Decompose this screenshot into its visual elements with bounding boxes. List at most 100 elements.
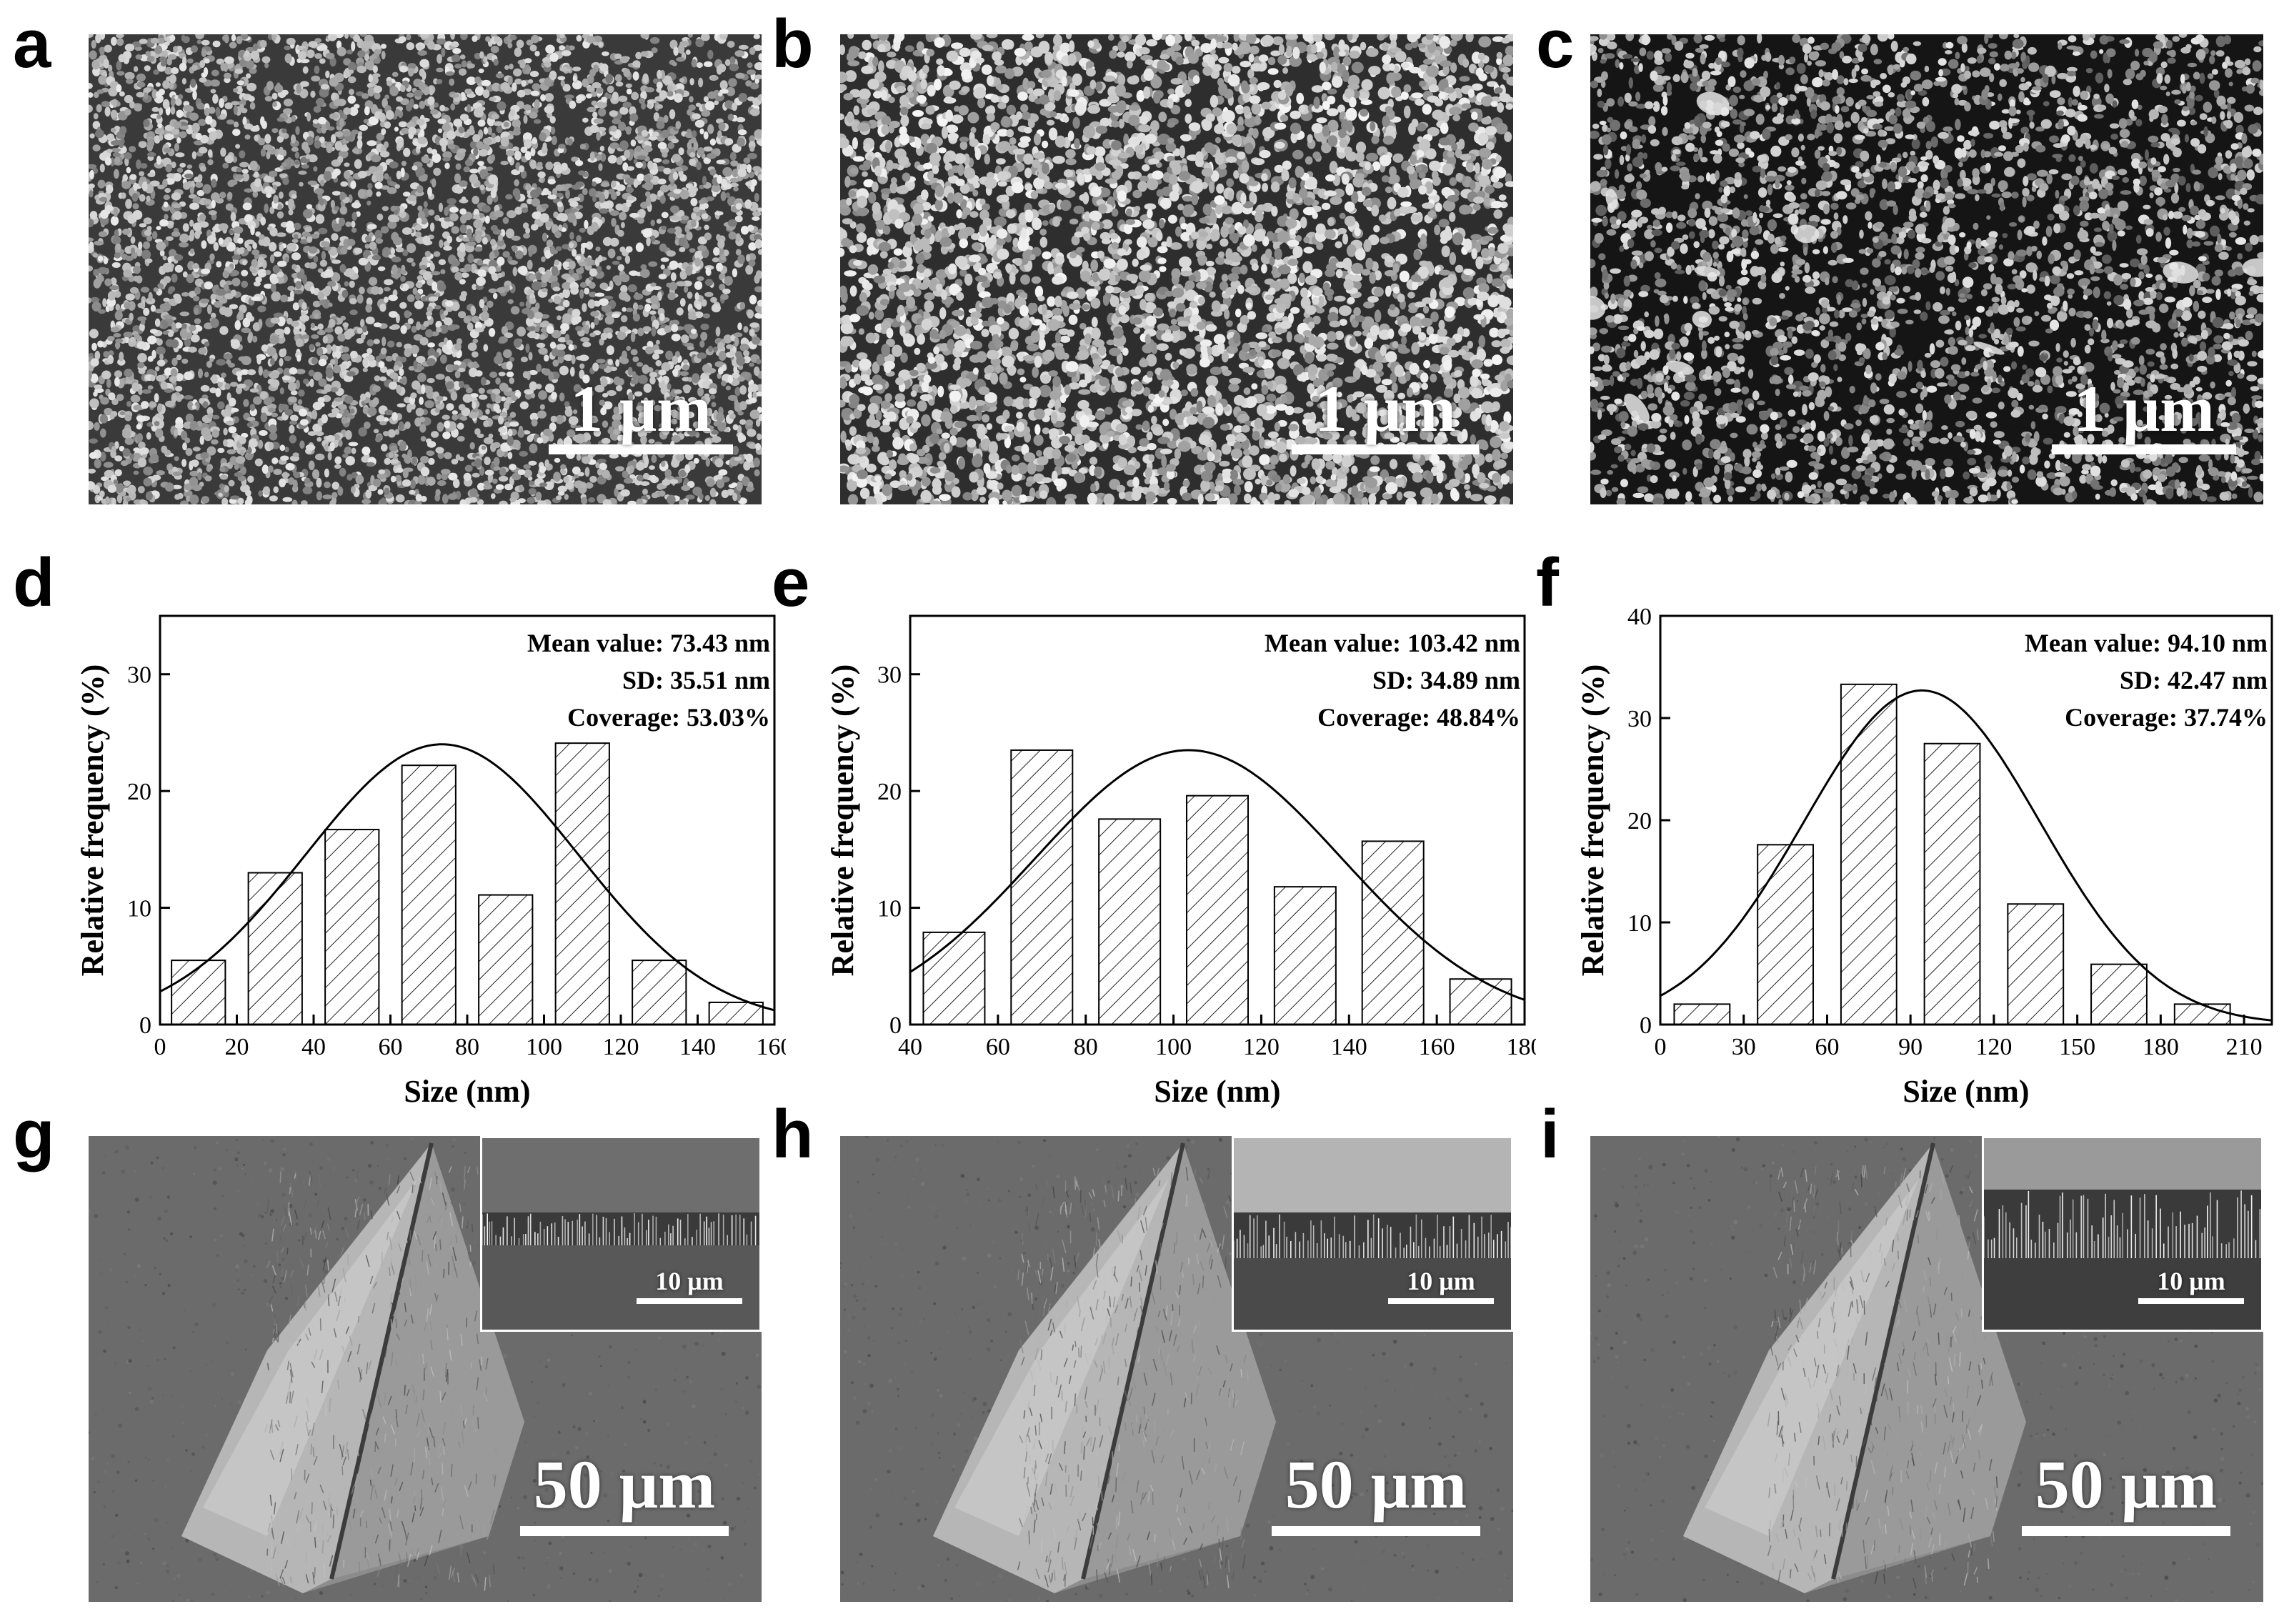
histogram-bar [1923,742,1981,1025]
histogram-bar [1010,749,1074,1025]
x-tick-label: 120 [1243,1034,1280,1060]
stats-annotation: Coverage: 37.74% [2065,703,2268,732]
histogram-bar [2173,1003,2231,1026]
inset-scale-bar-h: 10 μm [1384,1268,1498,1304]
x-axis-label: Size (nm) [404,1074,530,1109]
histogram-bar [1673,1003,1731,1026]
sem-image-h: 10 μm 50 μm [840,1136,1513,1602]
histogram-bar [708,1001,764,1025]
panel-label-b: b [772,6,814,82]
x-axis-label: Size (nm) [1154,1074,1280,1109]
scale-label-i: 50 μm [2035,1446,2218,1523]
stats-annotation: Mean value: 73.43 nm [527,629,770,657]
panel-label-f: f [1536,544,1559,621]
gaussian-fit-line [1660,689,2273,1022]
sem-image-b: 1 μm [840,34,1513,504]
x-tick-label: 140 [1331,1034,1367,1060]
x-tick-label: 210 [2226,1034,2263,1060]
inset-image-h: 10 μm [1232,1136,1513,1332]
y-tick-label: 20 [877,779,902,805]
x-tick-label: 150 [2059,1034,2095,1060]
scale-bar-i: 50 μm [2012,1450,2240,1536]
stats-annotation: Mean value: 103.42 nm [1265,629,1520,657]
x-tick-label: 60 [379,1034,403,1060]
panel-label-a: a [13,6,51,82]
y-tick-label: 30 [127,662,151,689]
x-tick-label: 90 [1898,1034,1923,1060]
sem-image-i: 10 μm 50 μm [1590,1136,2263,1602]
x-tick-label: 160 [757,1034,787,1060]
histogram-bar [1840,683,1897,1025]
histogram-bar [2007,903,2065,1026]
histogram-bar [554,742,610,1025]
x-tick-label: 120 [603,1034,639,1060]
gaussian-fit-line [909,749,1525,1001]
histogram-e: 40 60 80 100 120 140 160 180 0 10 20 30 Size (nm) Rel… [825,614,1537,1109]
y-tick-label: 10 [127,896,151,922]
inset-scale-label-i: 10 μm [2157,1267,2225,1295]
scale-bar-c: 1 μm [2048,376,2240,454]
y-tick-label: 10 [1627,910,1652,937]
y-axis-label: Relative frequency (%) [825,664,860,977]
gaussian-fit-line [159,743,775,1012]
histogram-bar [171,960,226,1025]
x-tick-label: 30 [1732,1034,1756,1060]
y-tick-label: 0 [889,1012,902,1039]
histogram-bar [632,960,687,1025]
panel-label-h: h [772,1096,814,1172]
scale-bar-a: 1 μm [544,376,737,454]
y-axis-label: Relative frequency (%) [75,664,110,977]
sem-image-a: 1 μm [89,34,762,504]
y-tick-label: 10 [877,896,902,922]
panel-label-d: d [13,544,55,621]
x-tick-label: 160 [1419,1034,1455,1060]
stats-annotation: SD: 34.89 nm [1372,666,1520,694]
histogram-bar [1273,886,1337,1026]
scale-label-b: 1 μm [1315,372,1456,445]
x-tick-label: 180 [1507,1034,1537,1060]
inset-scale-bar-g: 10 μm [632,1268,747,1304]
sem-image-g: 10 μm 50 μm [89,1136,762,1602]
panel-label-g: g [13,1096,55,1172]
x-tick-label: 20 [225,1034,249,1060]
x-tick-label: 80 [455,1034,479,1060]
x-tick-label: 80 [1074,1034,1098,1060]
x-tick-label: 120 [1975,1034,2012,1060]
scale-label-a: 1 μm [570,372,712,445]
histogram-bar [1757,844,1815,1025]
y-tick-label: 0 [1640,1012,1652,1039]
x-tick-label: 100 [1155,1034,1192,1060]
x-tick-label: 0 [154,1034,166,1060]
stats-annotation: Coverage: 48.84% [1317,703,1520,732]
inset-scale-label-h: 10 μm [1407,1267,1475,1295]
histogram-bar [1186,794,1249,1025]
histogram-d: 0 20 40 60 80 100 120 140 160 0 10 20 30 Size (nm) Rel… [75,614,787,1109]
sem-image-c: 1 μm [1590,34,2263,504]
histogram-bar [324,829,380,1025]
histogram-f: 0 30 60 90 120 150 180 210 0 10 20 30 40 Size (nm) Rel… [1575,604,2273,1109]
stats-annotation: SD: 35.51 nm [622,666,770,694]
y-axis-label: Relative frequency (%) [1575,664,1610,977]
x-tick-label: 0 [1655,1034,1667,1060]
y-tick-label: 0 [139,1012,151,1039]
scale-bar-b: 1 μm [1282,376,1489,454]
histogram-bar [2090,963,2148,1026]
inset-image-i: 10 μm [1982,1136,2263,1332]
x-axis-label: Size (nm) [1902,1074,2029,1109]
stats-annotation: Mean value: 94.10 nm [2025,629,2268,657]
x-tick-label: 60 [1815,1034,1839,1060]
x-tick-label: 140 [679,1034,716,1060]
x-tick-label: 40 [301,1034,326,1060]
panel-label-i: i [1540,1096,1560,1172]
y-tick-label: 40 [1627,604,1652,630]
histogram-bar [247,872,303,1025]
scale-bar-h: 50 μm [1262,1450,1490,1536]
x-tick-label: 40 [898,1034,922,1060]
inset-scale-label-g: 10 μm [655,1267,724,1295]
histogram-bar [922,931,986,1025]
scale-bar-g: 50 μm [510,1450,739,1536]
scale-label-h: 50 μm [1285,1446,1467,1523]
panel-label-c: c [1536,6,1575,82]
y-tick-label: 20 [127,779,151,805]
scale-label-g: 50 μm [533,1446,716,1523]
